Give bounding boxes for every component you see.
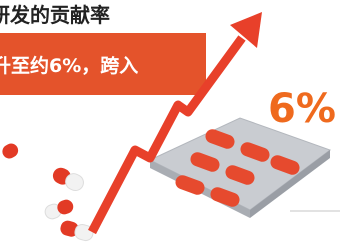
highlight-value: 6% xyxy=(268,86,336,132)
title: 研发的贡献率 xyxy=(0,3,110,27)
infographic: 研发的贡献率 升至约6%，跨入 6% xyxy=(0,0,350,249)
banner-text: 升至约6%，跨入 xyxy=(0,54,138,77)
